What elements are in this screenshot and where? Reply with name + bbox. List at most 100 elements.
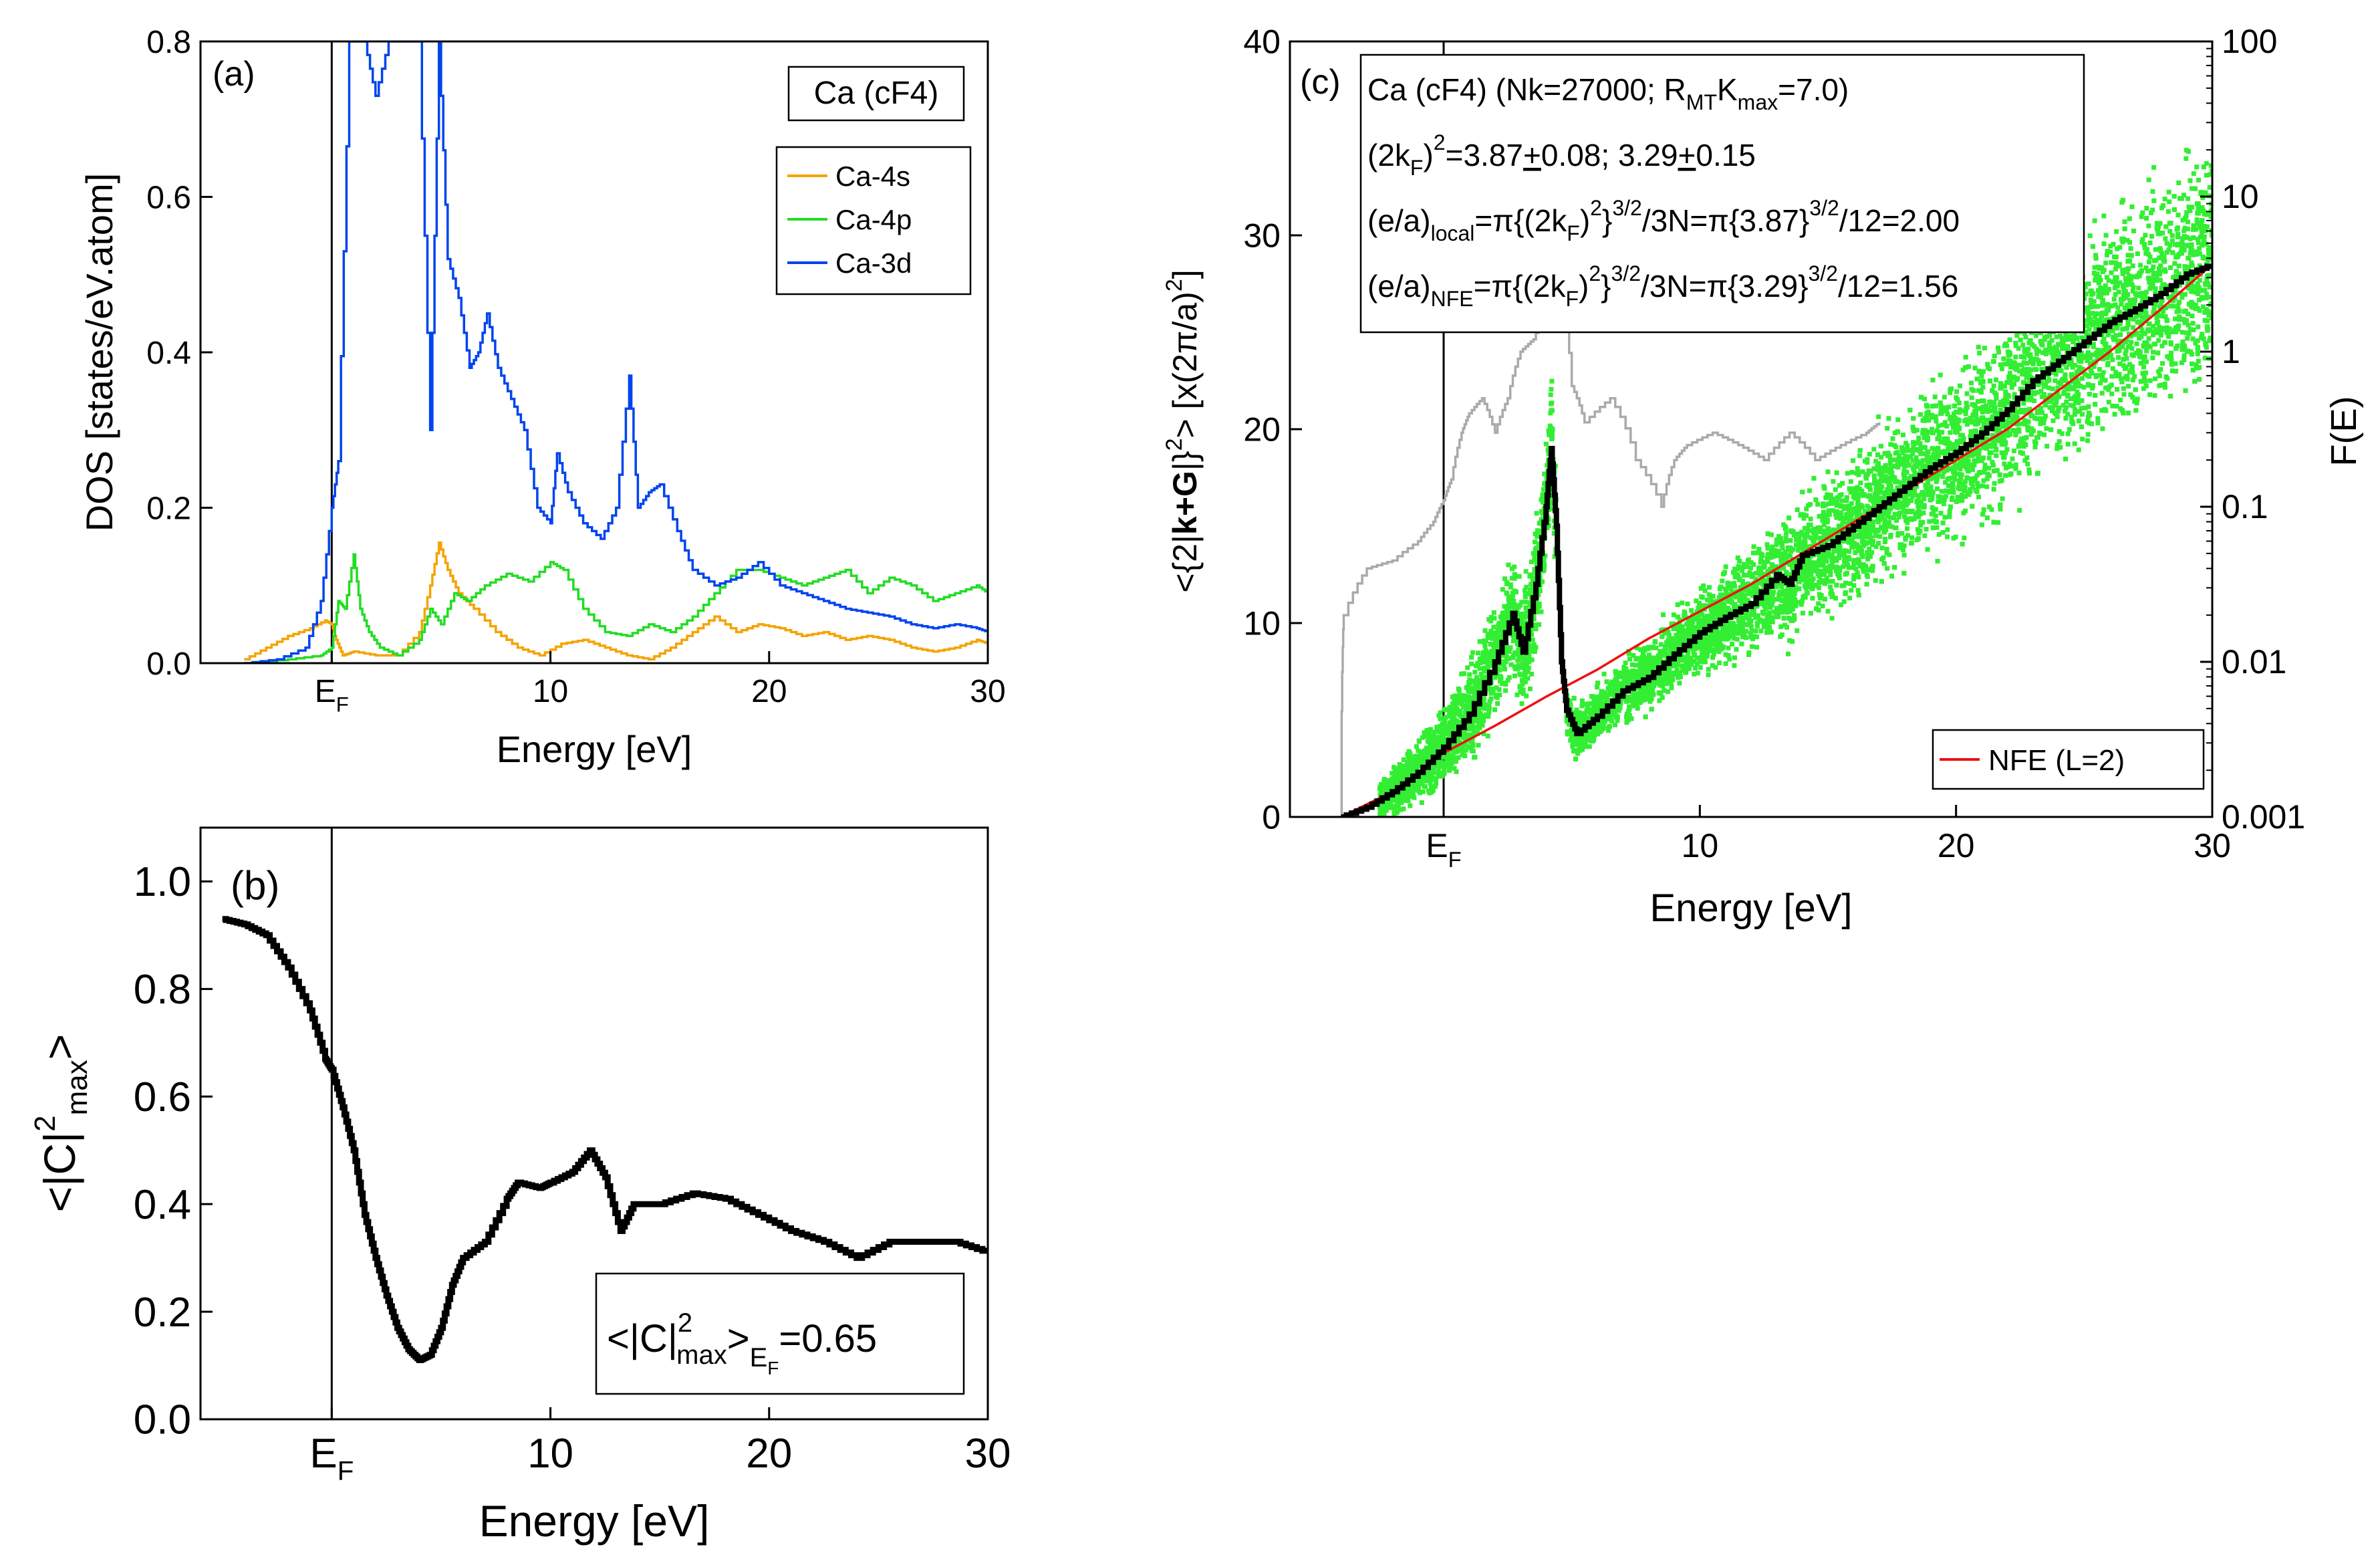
- scatter-point: [2101, 297, 2105, 303]
- scatter-point: [1849, 501, 1854, 506]
- scatter-point: [1382, 777, 1387, 782]
- scatter-point: [1817, 596, 1823, 601]
- scatter-point: [2032, 398, 2037, 403]
- scatter-point: [2153, 247, 2158, 252]
- scatter-point: [1542, 471, 1547, 477]
- scatter-point: [1885, 426, 1890, 431]
- scatter-point: [1657, 698, 1662, 703]
- scatter-point: [1472, 669, 1478, 675]
- scatter-point: [1476, 709, 1480, 714]
- scatter-point: [2042, 413, 2048, 418]
- scatter-point: [2067, 336, 2073, 342]
- scatter-point: [1488, 696, 1494, 701]
- scatter-point: [1912, 471, 1918, 475]
- scatter-point: [1458, 709, 1463, 713]
- scatter-point: [1506, 562, 1511, 568]
- scatter-point: [1438, 710, 1443, 715]
- scatter-point: [1392, 772, 1397, 777]
- scatter-point: [1531, 613, 1537, 618]
- scatter-point: [1503, 659, 1508, 665]
- scatter-point: [1473, 731, 1478, 736]
- scatter-point: [1680, 638, 1686, 644]
- scatter-point: [1450, 701, 1455, 707]
- scatter-point: [1382, 782, 1387, 787]
- scatter-point: [2017, 507, 2022, 513]
- scatter-point: [1486, 714, 1491, 719]
- scatter-point: [1523, 656, 1528, 661]
- scatter-point: [1470, 721, 1475, 727]
- scatter-point: [1805, 525, 1811, 531]
- scatter-point: [1523, 591, 1529, 596]
- scatter-point: [1780, 546, 1785, 551]
- scatter-point: [1516, 647, 1521, 652]
- scatter-point: [2046, 385, 2051, 390]
- scatter-point: [1506, 649, 1512, 654]
- scatter-point: [1523, 599, 1528, 604]
- scatter-point: [2132, 374, 2137, 379]
- scatter-point: [1466, 683, 1471, 688]
- scatter-point: [2163, 236, 2168, 241]
- scatter-point: [1395, 809, 1400, 814]
- scatter-point: [1460, 693, 1465, 699]
- x-axis-label: Energy [eV]: [497, 728, 692, 770]
- scatter-point: [1512, 564, 1517, 570]
- scatter-point: [2040, 350, 2045, 355]
- panel-a-dos-chart: EF 10 20 30 0.00.20.40.60.8 (a) Energy [eV]…: [78, 25, 1006, 770]
- scatter-point: [1529, 627, 1534, 632]
- scatter-point: [2150, 189, 2155, 194]
- scatter-point: [1893, 445, 1899, 450]
- scatter-point: [1447, 768, 1452, 773]
- scatter-point: [2134, 341, 2139, 346]
- scatter-point: [2063, 405, 2069, 410]
- scatter-point: [1748, 560, 1754, 565]
- scatter-point: [1942, 436, 1947, 441]
- scatter-point: [2179, 347, 2185, 352]
- scatter-point: [2175, 343, 2180, 348]
- scatter-point: [1440, 728, 1445, 733]
- scatter-point: [2138, 263, 2143, 268]
- scatter-point: [1550, 427, 1555, 432]
- scatter-point: [2139, 328, 2145, 333]
- scatter-point: [1456, 755, 1461, 760]
- scatter-point: [1941, 501, 1946, 507]
- scatter-point: [1855, 548, 1861, 554]
- scatter-point: [1947, 509, 1952, 514]
- scatter-point: [2080, 437, 2085, 442]
- scatter-point: [1384, 784, 1389, 790]
- scatter-point: [1523, 594, 1528, 599]
- scatter-point: [1860, 554, 1865, 560]
- scatter-point: [1405, 751, 1410, 757]
- scatter-point: [1922, 396, 1927, 402]
- scatter-point: [1419, 775, 1424, 779]
- scatter-point: [2162, 259, 2167, 264]
- scatter-point: [2051, 370, 2056, 375]
- scatter-point: [2055, 443, 2060, 448]
- scatter-point: [1383, 808, 1389, 813]
- scatter-point: [1550, 435, 1555, 441]
- scatter-point: [1531, 551, 1536, 556]
- scatter-point: [2034, 351, 2039, 356]
- scatter-point: [1959, 472, 1964, 477]
- scatter-point: [1506, 606, 1511, 611]
- y-axis-label: DOS [states/eV.atom]: [78, 173, 120, 531]
- scatter-point: [1447, 754, 1452, 759]
- scatter-point: [1494, 632, 1500, 637]
- scatter-point: [1466, 709, 1470, 714]
- scatter-point: [1412, 754, 1418, 759]
- scatter-point: [2175, 243, 2180, 248]
- scatter-point: [1847, 549, 1852, 554]
- scatter-point: [1814, 606, 1819, 611]
- scatter-point: [2091, 304, 2096, 309]
- scatter-point: [1470, 738, 1475, 743]
- scatter-point: [1477, 666, 1482, 671]
- panel-label: (a): [213, 55, 255, 94]
- scatter-point: [1408, 794, 1413, 799]
- scatter-point: [1992, 438, 1997, 443]
- scatter-point: [1505, 677, 1510, 683]
- scatter-point: [1496, 687, 1502, 692]
- scatter-point: [1530, 646, 1535, 652]
- scatter-point: [2087, 233, 2093, 239]
- scatter-point: [1460, 697, 1465, 702]
- scatter-point: [1525, 676, 1531, 681]
- scatter-point: [2056, 408, 2061, 413]
